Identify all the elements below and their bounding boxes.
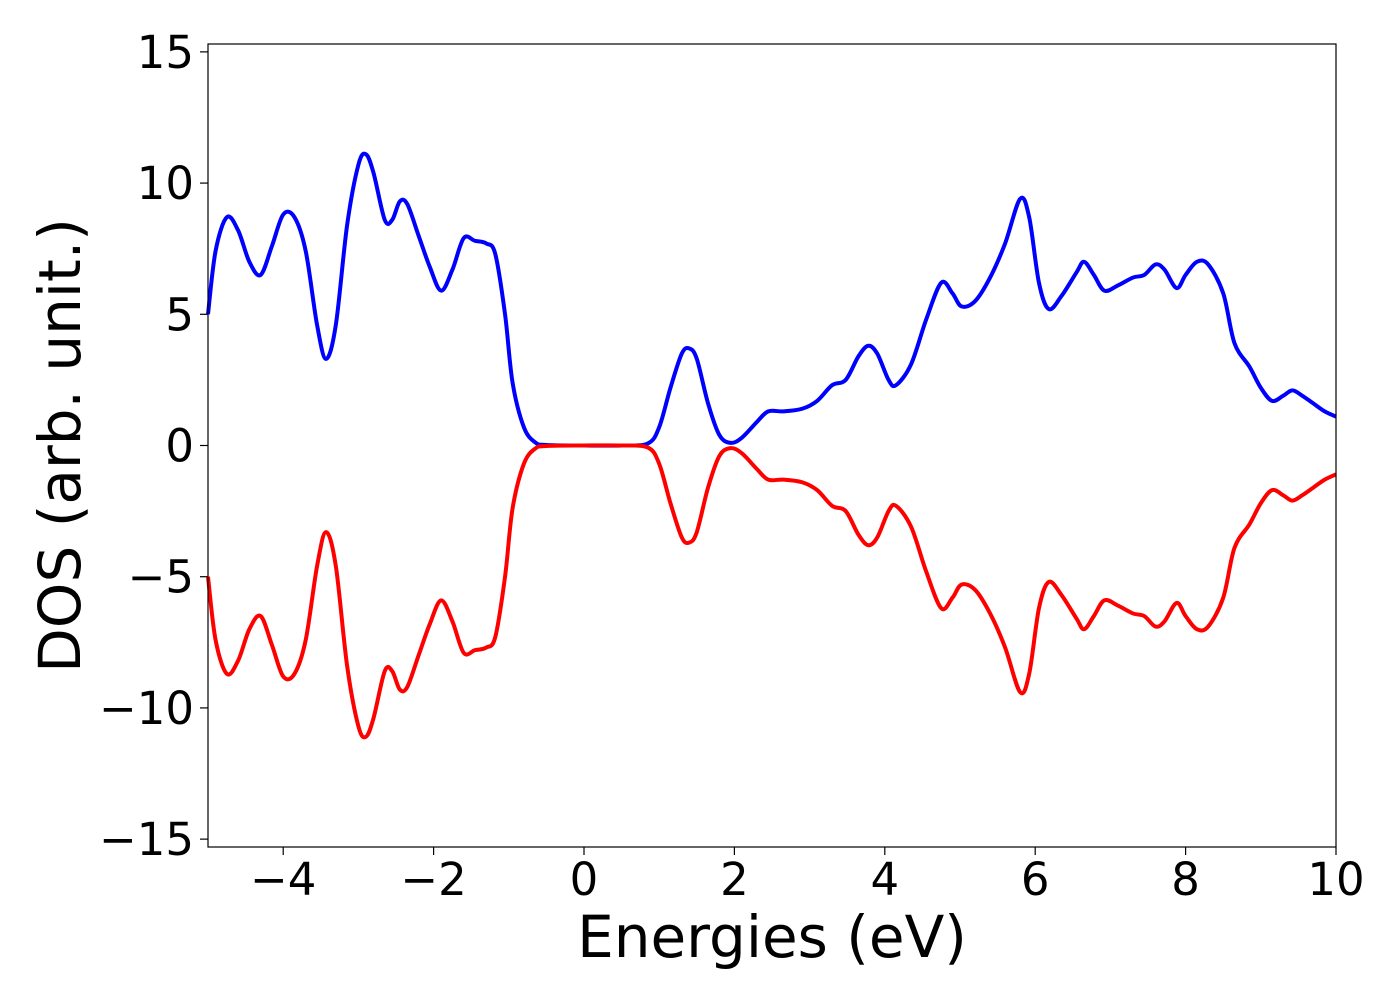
x-axis-label: Energies (eV) — [577, 903, 967, 971]
y-axis-ticks: −15 −10 −5 0 5 10 15 — [99, 26, 208, 866]
x-tick-label: −2 — [400, 853, 466, 906]
x-tick-label: 2 — [720, 853, 749, 906]
y-axis-label: DOS (arb. unit.) — [26, 218, 94, 673]
y-tick-label: −10 — [99, 682, 194, 735]
y-tick-label: 0 — [165, 420, 194, 473]
spin-up-dos-line — [206, 151, 1337, 448]
y-tick-label: −15 — [99, 813, 194, 866]
plot-frame — [207, 43, 1337, 848]
x-tick-label: −4 — [250, 853, 316, 906]
x-tick-label: 4 — [870, 853, 899, 906]
y-tick-label: 10 — [137, 157, 194, 210]
x-tick-label: 6 — [1021, 853, 1050, 906]
series-layer — [206, 151, 1337, 740]
y-tick-label: 15 — [137, 26, 194, 79]
x-tick-label: 10 — [1307, 853, 1364, 906]
x-tick-label: 0 — [570, 853, 599, 906]
x-tick-label: 8 — [1171, 853, 1200, 906]
x-axis-ticks: −4 −2 0 2 4 6 8 10 — [250, 847, 1365, 906]
y-tick-label: 5 — [165, 288, 194, 341]
spin-down-dos-line — [206, 443, 1337, 740]
y-tick-label: −5 — [128, 551, 194, 604]
